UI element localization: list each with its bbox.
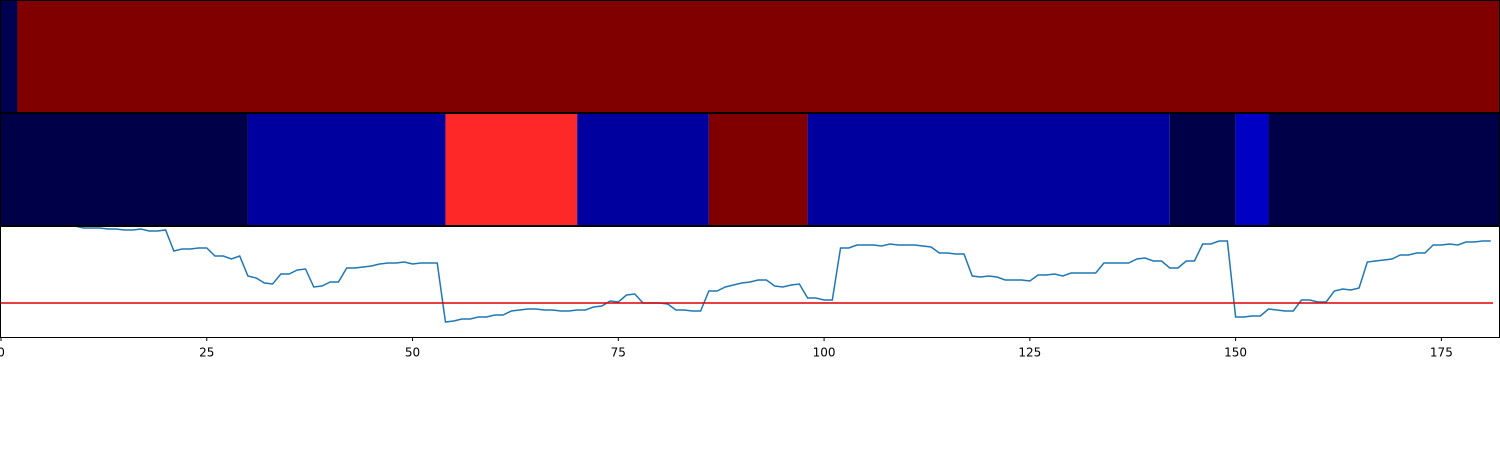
strip-segment xyxy=(445,113,578,225)
strip-segment xyxy=(1,0,18,112)
strip-segment xyxy=(577,113,709,225)
strip-segment xyxy=(708,113,808,225)
strip-segment xyxy=(1268,113,1499,225)
strip-segment xyxy=(1235,113,1269,225)
x-tick-label: 100 xyxy=(813,346,836,360)
strip-segment xyxy=(1169,113,1236,225)
x-tick-label: 25 xyxy=(199,346,214,360)
strip-segment xyxy=(17,0,1499,112)
strip-segment xyxy=(1,113,248,225)
x-tick-label: 75 xyxy=(611,346,626,360)
strip-segment xyxy=(247,113,446,225)
x-tick-label: 125 xyxy=(1018,346,1041,360)
x-tick-label: 150 xyxy=(1224,346,1247,360)
x-tick-label: 175 xyxy=(1430,346,1453,360)
strip-segment xyxy=(807,113,1170,225)
x-tick-label: 50 xyxy=(405,346,420,360)
x-tick-label: 0 xyxy=(0,346,5,360)
data-line xyxy=(1,226,1491,323)
